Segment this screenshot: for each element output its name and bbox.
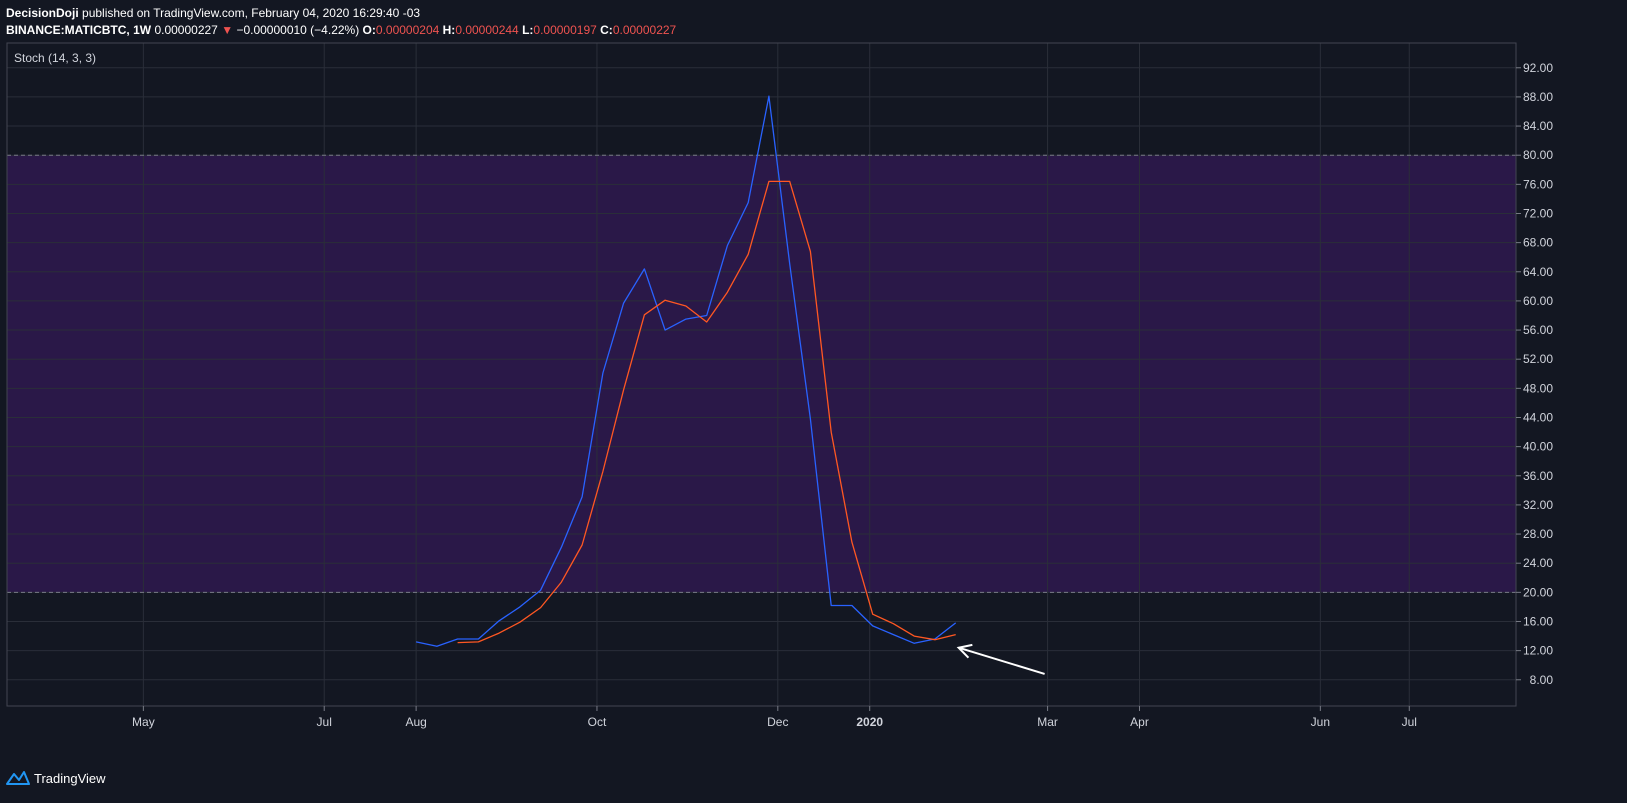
x-tick-label: Dec xyxy=(767,715,788,729)
y-tick-label: 92.00 xyxy=(1523,61,1553,75)
close-value: 0.00000227 xyxy=(612,23,677,37)
y-tick-label: 56.00 xyxy=(1523,323,1553,337)
x-tick-label: Oct xyxy=(588,715,607,729)
symbol-line: BINANCE:MATICBTC, 1W 0.00000227 ▼ −0.000… xyxy=(6,22,676,38)
x-tick-label: Jul xyxy=(317,715,332,729)
symbol-label: BINANCE:MATICBTC, 1W xyxy=(6,23,152,37)
y-tick-label: 24.00 xyxy=(1523,556,1553,570)
y-tick-label: 72.00 xyxy=(1523,206,1553,220)
x-tick-label: Jun xyxy=(1311,715,1330,729)
tradingview-branding[interactable]: TradingView xyxy=(6,770,106,786)
y-tick-label: 76.00 xyxy=(1523,177,1553,191)
y-tick-label: 84.00 xyxy=(1523,119,1553,133)
y-tick-label: 36.00 xyxy=(1523,469,1553,483)
high-value: 0.00000244 xyxy=(455,23,519,37)
y-tick-label: 88.00 xyxy=(1523,90,1553,104)
chart-header: DecisionDoji published on TradingView.co… xyxy=(6,5,676,38)
y-tick-label: 32.00 xyxy=(1523,498,1553,512)
y-tick-label: 8.00 xyxy=(1530,673,1554,687)
down-triangle-icon: ▼ xyxy=(221,23,234,37)
y-tick-label: 68.00 xyxy=(1523,236,1553,250)
y-tick-label: 60.00 xyxy=(1523,294,1553,308)
low-value: 0.00000197 xyxy=(533,23,597,37)
low-label: L: xyxy=(522,23,534,37)
y-tick-label: 48.00 xyxy=(1523,381,1553,395)
y-tick-label: 44.00 xyxy=(1523,410,1553,424)
x-tick-label: Jul xyxy=(1402,715,1417,729)
annotation-arrow xyxy=(958,646,1045,675)
price-change: −0.00000010 (−4.22%) xyxy=(236,23,360,37)
close-label: C: xyxy=(600,23,613,37)
y-tick-label: 28.00 xyxy=(1523,527,1553,541)
open-value: 0.00000204 xyxy=(375,23,440,37)
last-price: 0.00000227 xyxy=(154,23,218,37)
high-label: H: xyxy=(442,23,456,37)
x-tick-label: 2020 xyxy=(856,715,883,729)
brand-name: TradingView xyxy=(34,770,106,786)
y-tick-label: 16.00 xyxy=(1523,614,1553,628)
author-name[interactable]: DecisionDoji xyxy=(6,6,79,20)
stoch-k-line xyxy=(415,95,957,647)
publish-info: published on TradingView.com, February 0… xyxy=(82,6,421,20)
tradingview-logo-icon xyxy=(6,771,30,785)
y-tick-label: 40.00 xyxy=(1523,440,1553,454)
y-tick-label: 12.00 xyxy=(1523,644,1553,658)
indicator-title: Stoch (14, 3, 3) xyxy=(14,51,96,65)
y-tick-label: 20.00 xyxy=(1523,585,1553,599)
publish-line: DecisionDoji published on TradingView.co… xyxy=(6,5,676,21)
x-tick-label: Apr xyxy=(1130,715,1149,729)
arrow-head-icon xyxy=(956,643,973,659)
x-tick-label: May xyxy=(132,715,155,729)
stoch-d-line xyxy=(457,180,956,644)
y-tick-label: 64.00 xyxy=(1523,265,1553,279)
open-label: O: xyxy=(362,23,376,37)
x-tick-label: Mar xyxy=(1037,715,1058,729)
overbought-oversold-band xyxy=(7,155,1516,593)
y-tick-label: 52.00 xyxy=(1523,352,1553,366)
x-tick-label: Aug xyxy=(405,715,426,729)
y-tick-label: 80.00 xyxy=(1523,148,1553,162)
